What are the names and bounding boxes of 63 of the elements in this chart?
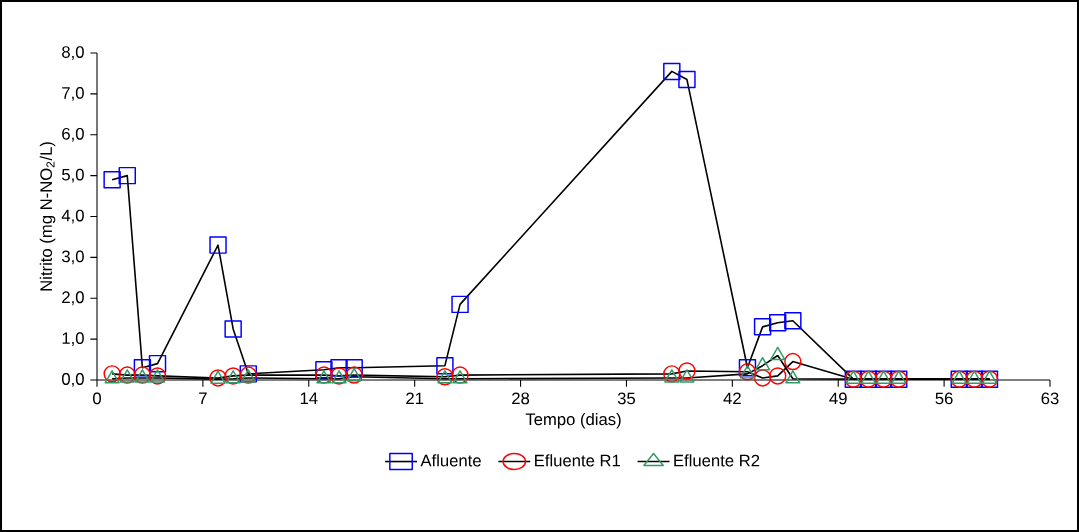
point [981,370,998,384]
x-tick-label: 63 [1041,392,1059,405]
point [663,365,681,383]
point [451,366,469,384]
x-axis-title: Tempo (dias) [525,412,621,429]
y-tick-label: 5,0 [62,168,84,183]
y-axis-title: Nitrito (mg N-NO$_{2}$/L) [39,142,56,291]
x-tick-label: 35 [617,392,636,405]
point [951,370,967,384]
point [678,70,696,89]
legend-label: Efluente R1 [535,454,620,467]
x-tick-label: 42 [723,392,741,405]
y-tick-label: 6,0 [62,127,84,142]
point [316,370,332,384]
y-tick-label: 2,0 [62,291,84,306]
point [224,320,242,338]
y-tick-label: 0,0 [62,373,84,387]
x-tick-label: 28 [512,392,530,405]
point [315,366,333,384]
point [785,370,801,384]
point [104,370,120,384]
legend-label: Efluente R2 [674,454,760,467]
y-tick-label: 7,0 [62,87,84,101]
point [875,370,892,384]
point [452,370,468,384]
point [330,358,348,377]
point [103,365,121,383]
point [966,370,983,384]
point [133,358,152,377]
point [663,62,681,81]
point [103,170,121,189]
point [860,370,877,384]
point [678,362,696,380]
point [768,367,787,385]
x-tick-label: 21 [406,392,424,405]
legend-label: Afluente [420,454,481,467]
point [451,295,469,314]
x-tick-label: 49 [829,392,847,405]
y-tick-label: 3,0 [61,250,84,265]
point [891,370,907,384]
point [148,354,167,373]
y-tick-label: 4,0 [61,209,84,224]
point [845,370,862,384]
point [679,369,695,383]
x-tick-label: 0 [93,392,101,405]
point [768,314,787,332]
point [345,358,363,377]
point [770,346,786,361]
x-tick-label: 7 [199,392,207,404]
point [784,352,802,371]
point [664,369,680,383]
point [784,311,802,330]
point [753,369,772,387]
x-tick-label: 56 [935,392,953,405]
point [118,166,137,185]
point [209,236,227,254]
point [436,356,454,375]
x-tick-label: 14 [300,392,318,404]
y-tick-label: 1,0 [62,332,84,346]
point [754,356,771,371]
point [753,318,772,336]
point [315,361,333,379]
y-tick-label: 8,0 [62,46,84,60]
